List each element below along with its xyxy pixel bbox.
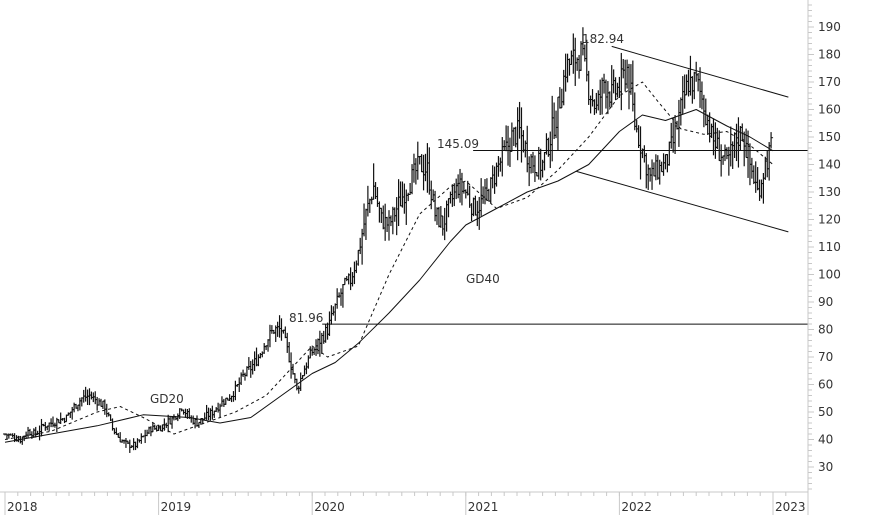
y-tick-label: 30 [818,460,833,474]
x-tick-label: 2020 [314,500,345,514]
x-axis: 2018 2019 2020 2021 2022 2023 [0,491,808,515]
y-tick-label: 120 [818,213,841,227]
price-bars [3,27,774,453]
gd20-series-label: GD20 [150,392,184,406]
x-tick-label: 2019 [161,500,192,514]
gd40-series-label: GD40 [466,272,500,286]
x-tick-label: 2021 [468,500,499,514]
peak-price-label: 182.94 [582,32,624,46]
y-tick-label: 130 [818,185,841,199]
y-tick-label: 60 [818,378,833,392]
y-tick-label: 40 [818,433,833,447]
y-tick-label: 90 [818,295,833,309]
y-tick-label: 50 [818,405,833,419]
support-price-label: 81.96 [289,311,323,325]
gd40-moving-average-line [4,109,774,443]
y-tick-label: 110 [818,240,841,254]
gd20-moving-average-line [4,81,774,440]
y-axis: 190 180 170 160 150 140 130 120 110 100 90 80 70 60 50… [807,0,841,515]
y-tick-label: 150 [818,130,841,144]
y-tick-label: 100 [818,268,841,282]
y-tick-label: 140 [818,158,841,172]
y-tick-label: 70 [818,350,833,364]
y-tick-label: 180 [818,48,841,62]
x-tick-label: 2023 [775,500,806,514]
channel-lower-line [576,170,789,233]
x-tick-label: 2018 [7,500,38,514]
x-tick-label: 2022 [621,500,652,514]
resistance-price-label: 145.09 [437,137,479,151]
y-tick-label: 80 [818,323,833,337]
y-tick-label: 190 [818,20,841,34]
y-tick-label: 160 [818,103,841,117]
y-tick-label: 170 [818,75,841,89]
plot-area [3,27,808,453]
